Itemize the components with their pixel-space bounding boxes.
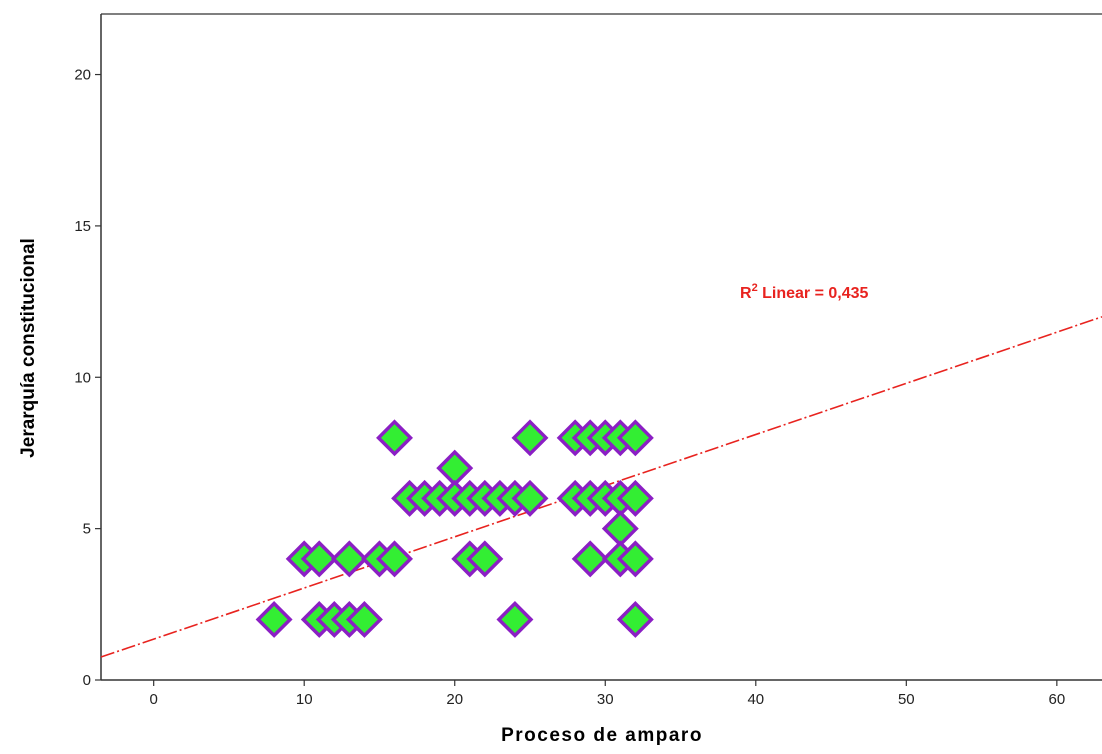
data-point <box>601 510 639 548</box>
y-tick-label: 15 <box>74 218 91 235</box>
plot-frame <box>100 13 1102 681</box>
data-point <box>496 600 534 638</box>
points-layer <box>255 419 654 638</box>
r2-annotation: R2 Linear = 0,435 <box>740 282 869 302</box>
data-point <box>376 419 414 457</box>
y-axis-ticks: 0 5 10 15 20 <box>74 67 101 689</box>
y-tick-label: 10 <box>74 369 91 386</box>
data-point <box>345 600 383 638</box>
data-point <box>571 540 609 578</box>
data-point <box>376 540 414 578</box>
y-tick-label: 0 <box>83 672 91 689</box>
data-point <box>436 449 474 487</box>
data-point <box>511 479 549 517</box>
y-tick-label: 20 <box>74 67 91 84</box>
data-point <box>616 479 654 517</box>
y-tick-label: 5 <box>83 521 91 538</box>
data-point <box>300 540 338 578</box>
data-point <box>616 540 654 578</box>
x-tick-label: 20 <box>446 691 463 708</box>
data-point <box>255 600 293 638</box>
y-axis-title: Jerarquía constitucional <box>18 238 39 458</box>
x-tick-label: 30 <box>597 691 614 708</box>
x-tick-label: 60 <box>1048 691 1065 708</box>
x-tick-label: 40 <box>747 691 764 708</box>
data-point <box>616 419 654 457</box>
data-point <box>466 540 504 578</box>
x-tick-label: 0 <box>150 691 158 708</box>
x-tick-label: 50 <box>898 691 915 708</box>
data-point <box>511 419 549 457</box>
x-axis-title: Proceso de amparo <box>501 725 703 746</box>
data-point <box>616 600 654 638</box>
x-tick-label: 10 <box>296 691 313 708</box>
data-point <box>330 540 368 578</box>
x-axis-ticks: 0 10 20 30 40 50 60 <box>150 680 1065 708</box>
